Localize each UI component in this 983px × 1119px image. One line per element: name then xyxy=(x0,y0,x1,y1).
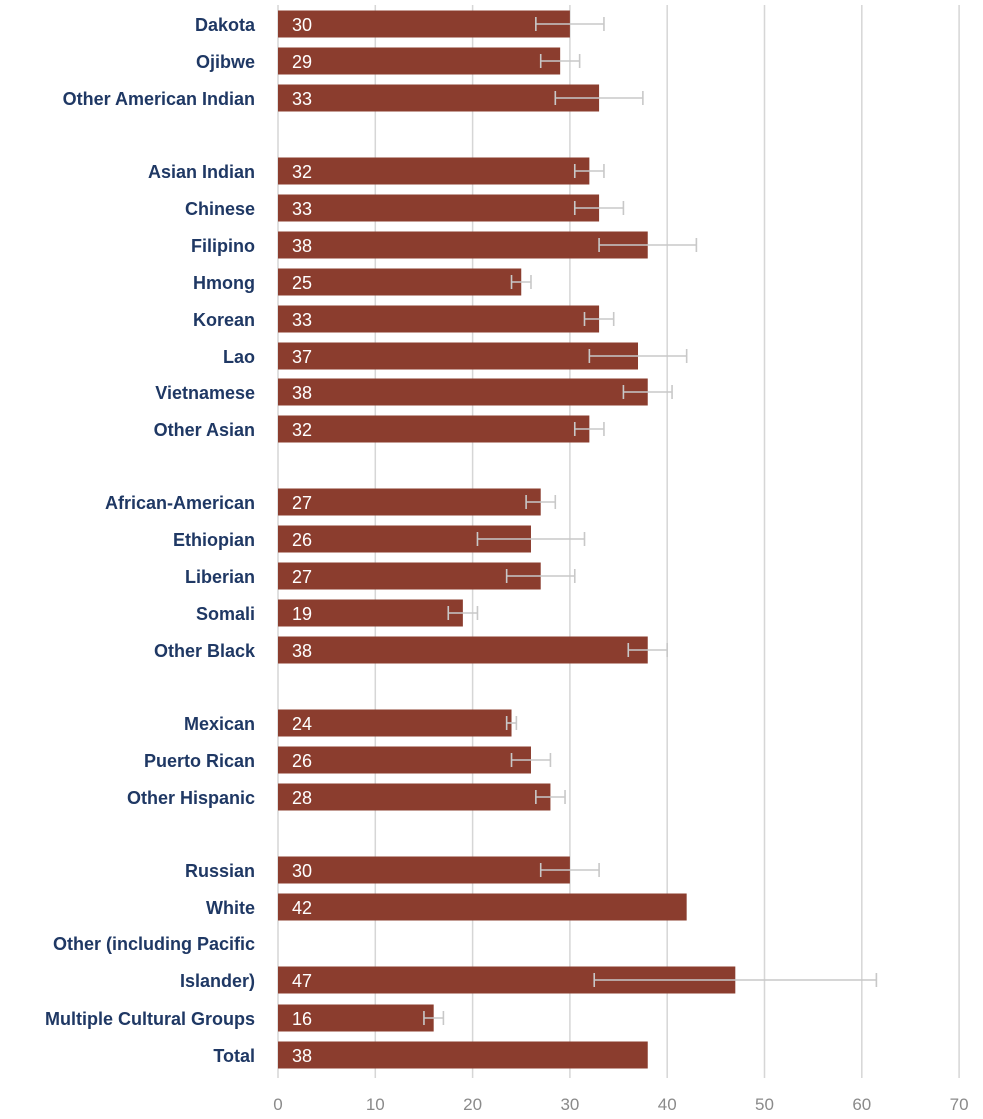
category-label: Liberian xyxy=(185,567,255,587)
value-label: 16 xyxy=(292,1009,312,1029)
bar xyxy=(278,343,638,370)
bar xyxy=(278,158,589,185)
value-label: 29 xyxy=(292,52,312,72)
value-label: 27 xyxy=(292,493,312,513)
bar xyxy=(278,416,589,443)
category-label: Other Hispanic xyxy=(127,788,255,808)
category-label: Other American Indian xyxy=(63,89,255,109)
x-tick-label: 60 xyxy=(852,1095,871,1114)
value-label: 19 xyxy=(292,604,312,624)
category-labels: Dakota Ojibwe Other American Indian Asian I… xyxy=(45,15,256,1066)
category-label: Other Asian xyxy=(154,420,255,440)
category-label: Dakota xyxy=(195,15,256,35)
value-label: 47 xyxy=(292,971,312,991)
category-label: Russian xyxy=(185,861,255,881)
category-label: African-American xyxy=(105,493,255,513)
x-tick-label: 30 xyxy=(560,1095,579,1114)
bar xyxy=(278,747,531,774)
value-label: 24 xyxy=(292,714,312,734)
value-label: 33 xyxy=(292,310,312,330)
value-label: 37 xyxy=(292,347,312,367)
value-label: 32 xyxy=(292,162,312,182)
category-label: Puerto Rican xyxy=(144,751,255,771)
bar xyxy=(278,637,648,664)
value-label: 25 xyxy=(292,273,312,293)
x-tick-label: 70 xyxy=(950,1095,969,1114)
bar xyxy=(278,48,560,75)
x-tick-label: 20 xyxy=(463,1095,482,1114)
value-label: 30 xyxy=(292,15,312,35)
category-label: Hmong xyxy=(193,273,255,293)
value-label: 26 xyxy=(292,530,312,550)
x-tick-label: 0 xyxy=(273,1095,282,1114)
bar xyxy=(278,894,687,921)
value-label: 26 xyxy=(292,751,312,771)
bar xyxy=(278,1042,648,1069)
value-label: 42 xyxy=(292,898,312,918)
category-label: Ethiopian xyxy=(173,530,255,550)
bar xyxy=(278,857,570,884)
category-label: Multiple Cultural Groups xyxy=(45,1009,255,1029)
x-tick-label: 10 xyxy=(366,1095,385,1114)
category-label: Vietnamese xyxy=(155,383,255,403)
x-tick-label: 50 xyxy=(755,1095,774,1114)
bar xyxy=(278,306,599,333)
category-label: Filipino xyxy=(191,236,255,256)
category-label: Mexican xyxy=(184,714,255,734)
bar xyxy=(278,784,550,811)
category-label: Ojibwe xyxy=(196,52,255,72)
category-label: Lao xyxy=(223,347,255,367)
bar xyxy=(278,232,648,259)
category-label: Other Black xyxy=(154,641,256,661)
bar xyxy=(278,195,599,222)
x-tick-label: 40 xyxy=(658,1095,677,1114)
value-label: 38 xyxy=(292,641,312,661)
bar xyxy=(278,379,648,406)
value-label: 27 xyxy=(292,567,312,587)
category-label: Chinese xyxy=(185,199,255,219)
category-label: White xyxy=(206,898,255,918)
value-label: 32 xyxy=(292,420,312,440)
category-label: Somali xyxy=(196,604,255,624)
bar xyxy=(278,710,512,737)
bar xyxy=(278,85,599,112)
value-label: 38 xyxy=(292,1046,312,1066)
category-label: Asian Indian xyxy=(148,162,255,182)
value-label: 33 xyxy=(292,89,312,109)
bar xyxy=(278,269,521,296)
bar xyxy=(278,11,570,38)
category-label: Other (including Pacific xyxy=(53,934,255,954)
value-label: 30 xyxy=(292,861,312,881)
category-label: Islander) xyxy=(180,971,255,991)
category-label: Total xyxy=(213,1046,255,1066)
value-label: 28 xyxy=(292,788,312,808)
bar xyxy=(278,563,541,590)
value-label: 38 xyxy=(292,236,312,256)
value-labels: 30 29 33 32 33 38 25 33 37 38 32 27 26 27 19 38 24 26 28 30… xyxy=(292,15,312,1066)
category-label: Korean xyxy=(193,310,255,330)
value-label: 38 xyxy=(292,383,312,403)
bar xyxy=(278,489,541,516)
value-label: 33 xyxy=(292,199,312,219)
x-axis-tick-labels: 0 10 20 30 40 50 60 70 xyxy=(273,1095,968,1114)
